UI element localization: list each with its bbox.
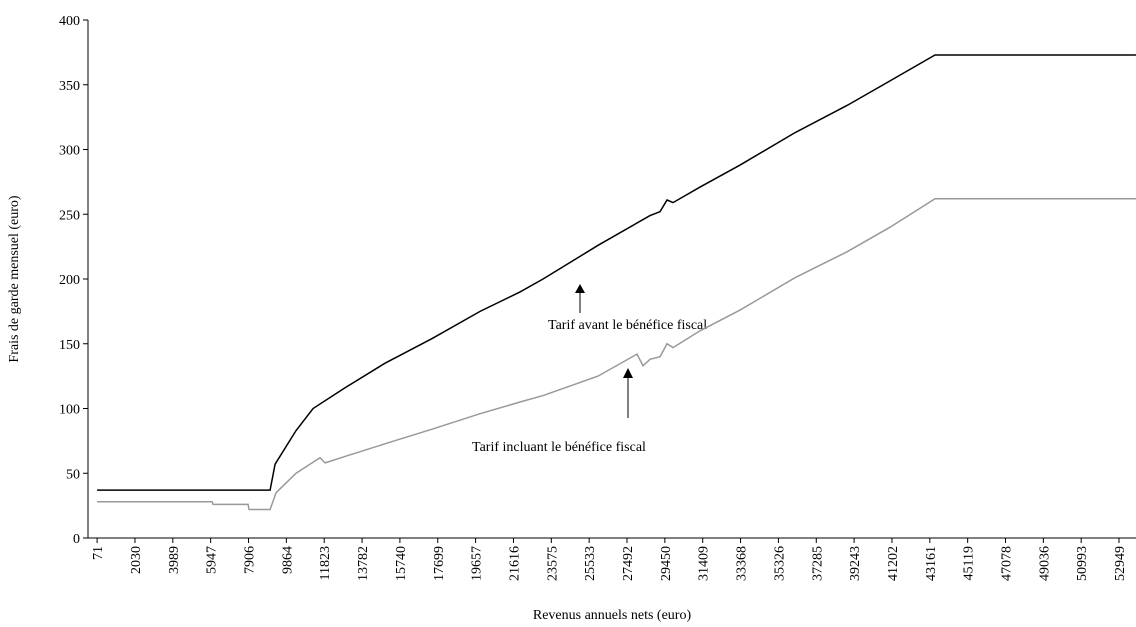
y-tick-label: 50 <box>66 467 80 482</box>
x-tick-label: 19657 <box>470 546 485 581</box>
x-tick-label: 29450 <box>659 546 674 581</box>
x-tick-label: 47078 <box>1000 546 1015 581</box>
x-tick-label: 17699 <box>432 546 447 581</box>
x-tick-label: 49036 <box>1037 546 1052 581</box>
x-tick-label: 31409 <box>697 546 712 581</box>
y-tick-label: 350 <box>59 79 80 94</box>
y-tick-label: 150 <box>59 338 80 353</box>
x-tick-label: 5947 <box>205 546 220 574</box>
x-axis-label: Revenus annuels nets (euro) <box>533 608 692 623</box>
x-tick-label: 37285 <box>810 546 825 581</box>
line-series <box>97 54 1136 491</box>
x-tick-label: 11823 <box>318 546 333 580</box>
arrow-head <box>623 368 633 378</box>
x-tick-label: 3989 <box>167 546 182 574</box>
x-tick-label: 71 <box>91 546 106 560</box>
y-axis-label: Frais de garde mensuel (euro) <box>7 195 22 362</box>
x-tick-label: 52949 <box>1113 546 1128 581</box>
x-tick-label: 25533 <box>583 546 598 581</box>
y-tick-label: 300 <box>59 144 80 159</box>
x-tick-label: 2030 <box>129 546 144 574</box>
y-tick-label: 200 <box>59 273 80 288</box>
x-tick-label: 41202 <box>886 546 901 581</box>
x-tick-label: 9864 <box>280 546 295 574</box>
x-tick-label: 15740 <box>394 546 409 581</box>
x-tick-label: 50993 <box>1075 546 1090 581</box>
x-tick-label: 21616 <box>507 546 522 581</box>
x-tick-label: 45119 <box>962 546 977 580</box>
x-tick-label: 33368 <box>735 546 750 581</box>
y-tick-label: 250 <box>59 208 80 223</box>
y-tick-label: 400 <box>59 14 80 29</box>
annotation: Tarif incluant le bénéfice fiscal <box>472 440 646 455</box>
x-tick-label: 13782 <box>356 546 371 581</box>
arrow-head <box>575 284 585 293</box>
x-tick-label: 7906 <box>243 546 258 574</box>
x-tick-label: 27492 <box>621 546 636 581</box>
x-tick-label: 23575 <box>545 546 560 581</box>
x-tick-label: 35326 <box>772 546 787 581</box>
y-tick-label: 0 <box>73 532 80 547</box>
line-series <box>97 197 1136 511</box>
x-tick-label: 39243 <box>848 546 863 581</box>
x-tick-label: 43161 <box>924 546 939 581</box>
y-tick-label: 100 <box>59 403 80 418</box>
annotation: Tarif avant le bénéfice fiscal <box>548 318 707 333</box>
